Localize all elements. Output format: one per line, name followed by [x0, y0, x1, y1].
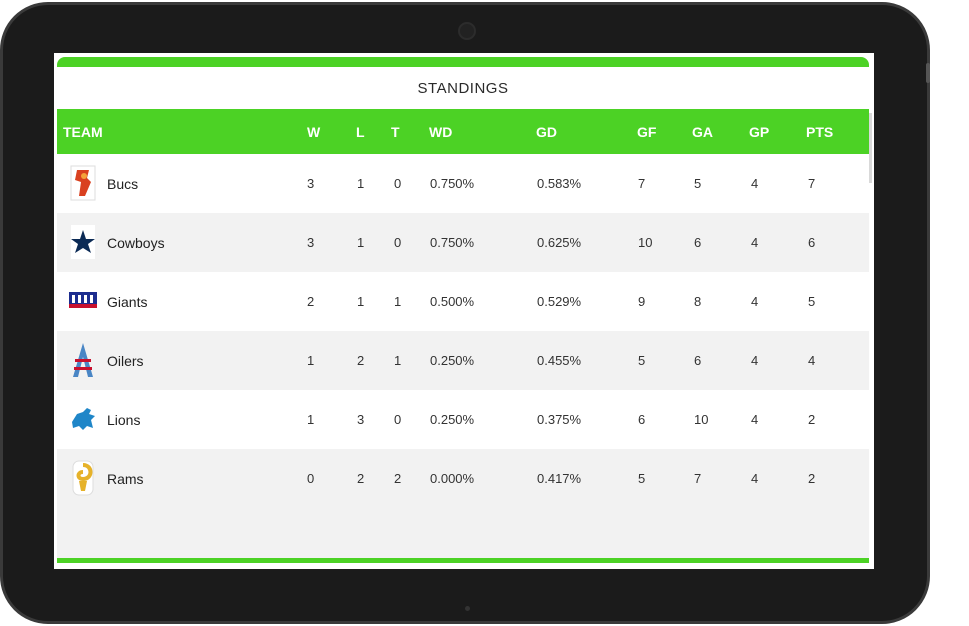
- ties: 1: [394, 294, 402, 309]
- losses: 1: [357, 235, 365, 250]
- team-name: Oilers: [107, 353, 144, 369]
- goals-against: 10: [694, 412, 709, 427]
- points: 2: [808, 412, 816, 427]
- wins: 1: [307, 412, 315, 427]
- home-sensor-icon: [465, 606, 470, 611]
- ties: 0: [394, 235, 402, 250]
- goals-for: 9: [638, 294, 646, 309]
- goals-for: 7: [638, 176, 646, 191]
- goal-differential: 0.417%: [537, 471, 582, 486]
- wins: 3: [307, 176, 315, 191]
- goals-against: 8: [694, 294, 702, 309]
- games-played: 4: [751, 176, 759, 191]
- table-row[interactable]: Giants 2 1 1 0.500% 0.529% 9 8 4 5: [57, 272, 869, 331]
- win-differential: 0.500%: [430, 294, 475, 309]
- table-row[interactable]: Oilers 1 2 1 0.250% 0.455% 5 6 4 4: [57, 331, 869, 390]
- ties: 0: [394, 412, 402, 427]
- win-differential: 0.750%: [430, 176, 475, 191]
- goal-differential: 0.529%: [537, 294, 582, 309]
- team-name: Lions: [107, 412, 141, 428]
- standings-screen: STANDINGS TEAM W L T WD GD GF GA GP PTS …: [54, 53, 874, 569]
- wins: 3: [307, 235, 315, 250]
- losses: 3: [357, 412, 365, 427]
- goals-against: 5: [694, 176, 702, 191]
- table-row[interactable]: Rams 0 2 2 0.000% 0.417% 5 7 4 2: [57, 449, 869, 508]
- goals-for: 6: [638, 412, 646, 427]
- oilers-derrick-icon: [73, 343, 93, 377]
- points: 2: [808, 471, 816, 486]
- team-name: Rams: [107, 471, 144, 487]
- bucs-logo-icon: [70, 165, 96, 201]
- header-wd[interactable]: WD: [429, 124, 453, 140]
- goals-for: 5: [638, 471, 646, 486]
- standings-rows: Bucs 3 1 0 0.750% 0.583% 7 5 4 7 Cowboys…: [57, 154, 869, 508]
- ties: 2: [394, 471, 402, 486]
- table-row[interactable]: Bucs 3 1 0 0.750% 0.583% 7 5 4 7: [57, 154, 869, 213]
- goal-differential: 0.583%: [537, 176, 582, 191]
- cowboys-star-icon: [71, 225, 95, 259]
- title-bar: STANDINGS: [57, 67, 869, 109]
- header-l[interactable]: L: [356, 124, 365, 140]
- goal-differential: 0.455%: [537, 353, 582, 368]
- giants-logo-icon: [69, 292, 97, 308]
- empty-table-area: [57, 508, 869, 560]
- header-gf[interactable]: GF: [637, 124, 657, 140]
- team-name: Bucs: [107, 176, 139, 192]
- header-ga[interactable]: GA: [692, 124, 713, 140]
- goal-differential: 0.375%: [537, 412, 582, 427]
- win-differential: 0.000%: [430, 471, 475, 486]
- losses: 1: [357, 176, 365, 191]
- camera-icon: [458, 22, 476, 40]
- page-title: STANDINGS: [417, 79, 509, 97]
- points: 7: [808, 176, 816, 191]
- goals-against: 6: [694, 235, 702, 250]
- header-pts[interactable]: PTS: [806, 124, 834, 140]
- win-differential: 0.250%: [430, 353, 475, 368]
- team-name: Cowboys: [107, 235, 165, 251]
- goals-for: 5: [638, 353, 646, 368]
- games-played: 4: [751, 235, 759, 250]
- points: 5: [808, 294, 816, 309]
- games-played: 4: [751, 294, 759, 309]
- games-played: 4: [751, 471, 759, 486]
- games-played: 4: [751, 412, 759, 427]
- games-played: 4: [751, 353, 759, 368]
- tablet-side-button: [926, 63, 930, 83]
- points: 6: [808, 235, 816, 250]
- win-differential: 0.250%: [430, 412, 475, 427]
- goals-for: 10: [638, 235, 653, 250]
- lions-logo-icon: [72, 408, 95, 430]
- header-team[interactable]: TEAM: [63, 124, 103, 140]
- win-differential: 0.750%: [430, 235, 475, 250]
- ties: 0: [394, 176, 402, 191]
- wins: 1: [307, 353, 315, 368]
- header-gd[interactable]: GD: [536, 124, 557, 140]
- losses: 2: [357, 353, 365, 368]
- wins: 0: [307, 471, 315, 486]
- goals-against: 7: [694, 471, 702, 486]
- losses: 2: [357, 471, 365, 486]
- table-header: TEAM W L T WD GD GF GA GP PTS: [57, 109, 869, 154]
- losses: 1: [357, 294, 365, 309]
- rams-horn-icon: [72, 460, 94, 496]
- bottom-accent-bar: [57, 558, 869, 563]
- goal-differential: 0.625%: [537, 235, 582, 250]
- scrollbar[interactable]: [869, 113, 872, 183]
- team-name: Giants: [107, 294, 148, 310]
- header-gp[interactable]: GP: [749, 124, 770, 140]
- header-w[interactable]: W: [307, 124, 321, 140]
- header-t[interactable]: T: [391, 124, 400, 140]
- goals-against: 6: [694, 353, 702, 368]
- wins: 2: [307, 294, 315, 309]
- points: 4: [808, 353, 816, 368]
- top-accent-bar: [57, 57, 869, 69]
- ties: 1: [394, 353, 402, 368]
- table-row[interactable]: Cowboys 3 1 0 0.750% 0.625% 10 6 4 6: [57, 213, 869, 272]
- table-row[interactable]: Lions 1 3 0 0.250% 0.375% 6 10 4 2: [57, 390, 869, 449]
